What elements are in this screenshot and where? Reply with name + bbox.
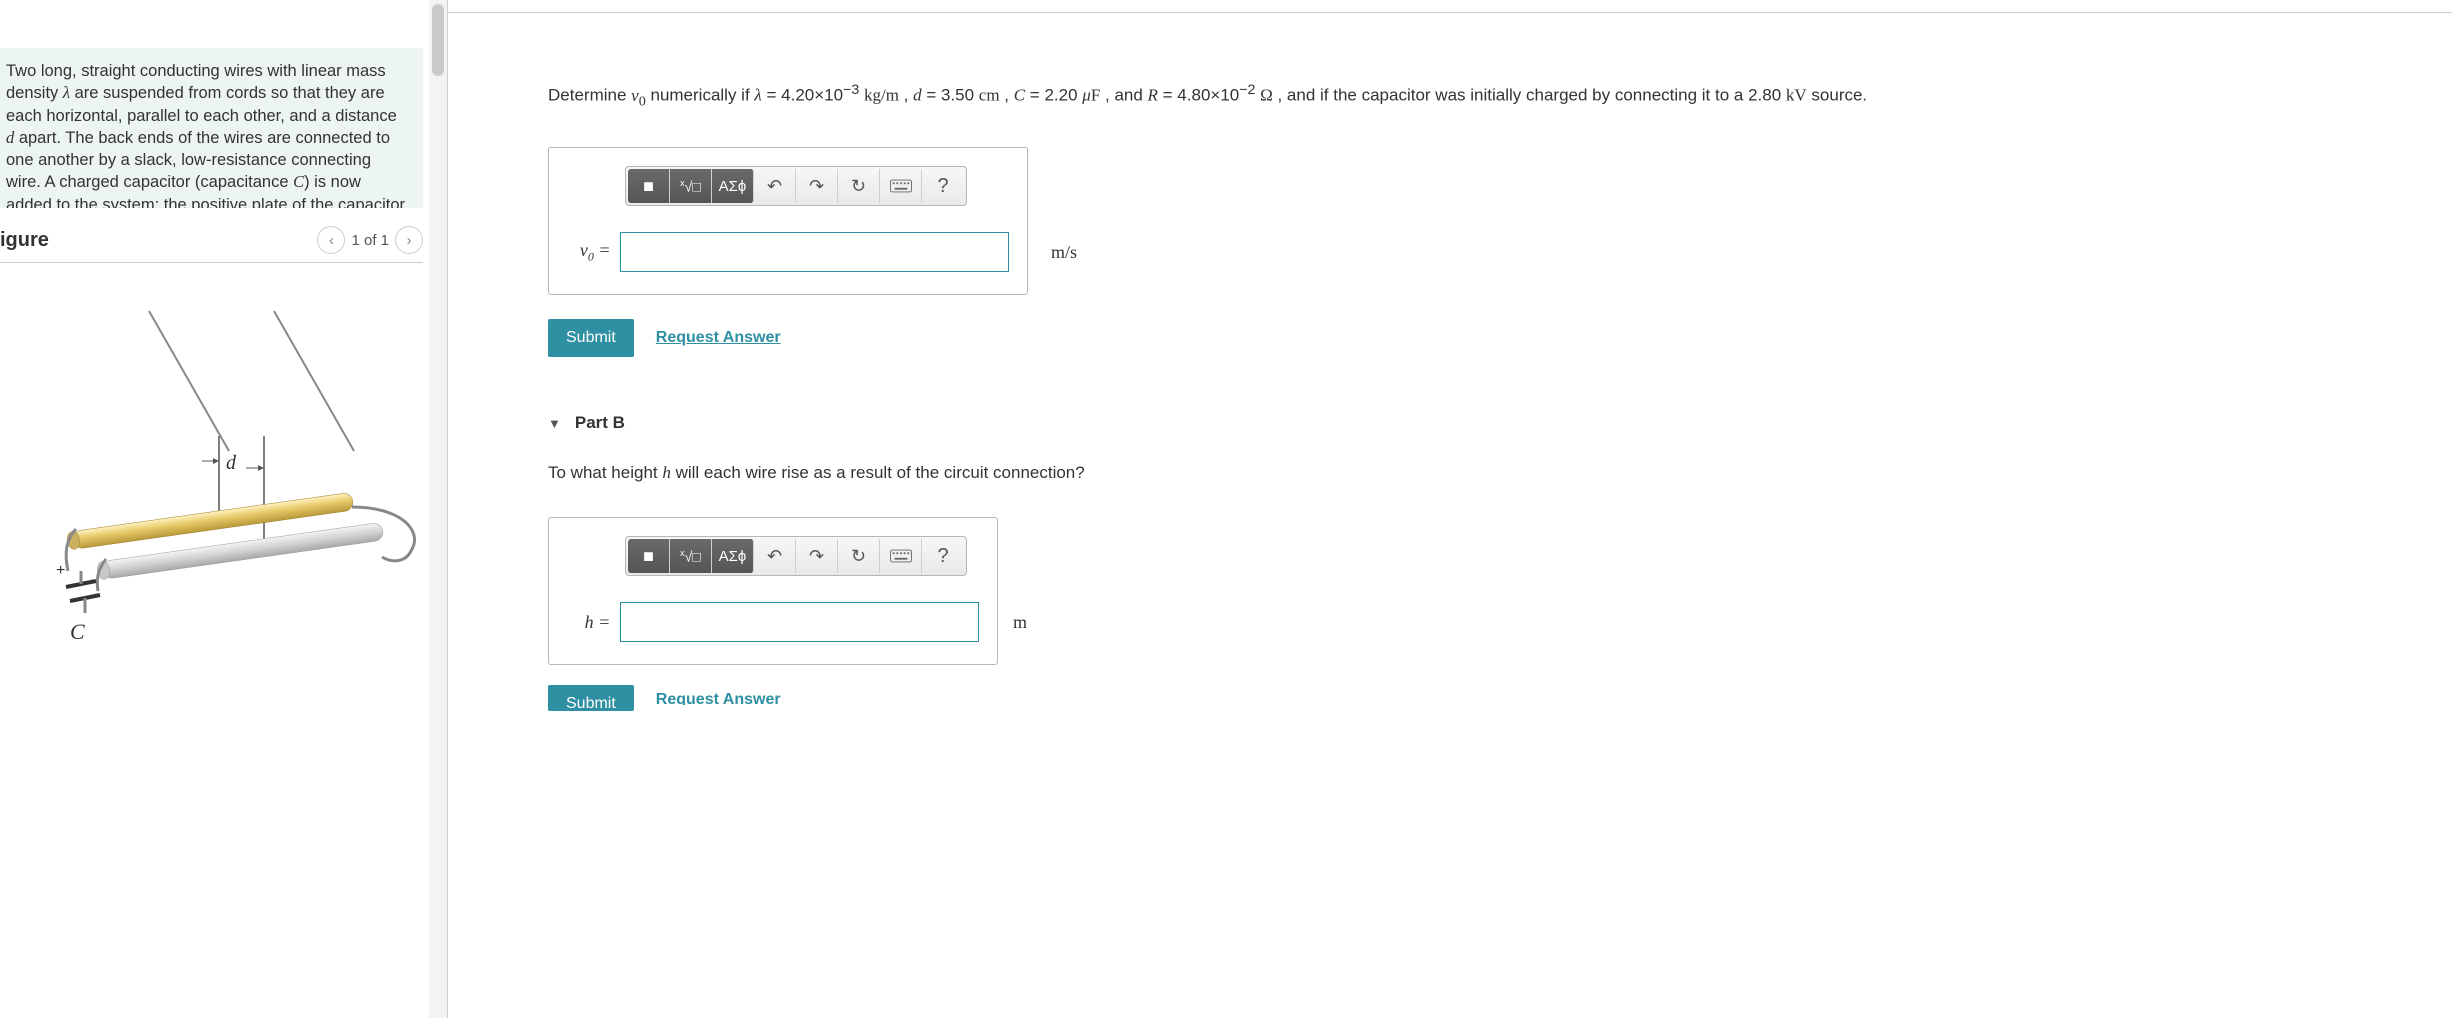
partB-toolbar: ■ x√□ ΑΣϕ ↶ ↷ ↻ ? [625,536,967,576]
top-divider [448,12,2452,13]
keyboard-button[interactable] [880,539,922,573]
partB-request-answer-link[interactable]: Request Answer [656,691,781,705]
figure-label-plus: + [56,562,65,579]
left-scrollbar-thumb[interactable] [432,4,444,76]
redo-button[interactable]: ↷ [796,539,838,573]
templates-button[interactable]: ■ [628,539,670,573]
figure-title: igure [0,229,49,252]
figure-label-d: d [226,452,237,474]
collapse-icon: ▼ [548,416,561,431]
help-button[interactable]: ? [922,539,964,573]
partB-answer-input[interactable] [620,602,979,642]
right-panel: Determine v0 numerically if λ = 4.20×10−… [448,0,2452,1018]
sqrt-button[interactable]: x√□ [670,539,712,573]
figure-label-C: C [70,619,85,644]
partA-answer-box: ■ x√□ ΑΣϕ ↶ ↷ ↻ ? v0 = m/s [548,147,1028,295]
partA-lhs: v0 = [567,240,610,265]
partA-input-row: v0 = [567,232,1009,272]
partB-answer-box: ■ x√□ ΑΣϕ ↶ ↷ ↻ ? h = m [548,517,998,665]
partA-request-answer-link[interactable]: Request Answer [656,329,781,347]
partB-submit-row: Submit Request Answer [548,685,2452,711]
partA-answer-input[interactable] [620,232,1009,272]
partA-submit-button[interactable]: Submit [548,319,634,357]
partA-unit: m/s [1051,242,1077,263]
partA-question: Determine v0 numerically if λ = 4.20×10−… [548,80,2248,113]
partA-toolbar: ■ x√□ ΑΣϕ ↶ ↷ ↻ ? [625,166,967,206]
templates-button[interactable]: ■ [628,169,670,203]
help-button[interactable]: ? [922,169,964,203]
keyboard-button[interactable] [880,169,922,203]
left-panel: Two long, straight conducting wires with… [0,0,448,1018]
reset-button[interactable]: ↻ [838,169,880,203]
left-scrollbar[interactable] [429,0,447,1018]
undo-button[interactable]: ↶ [754,169,796,203]
partA-submit-row: Submit Request Answer [548,319,2452,357]
reset-button[interactable]: ↻ [838,539,880,573]
greek-button[interactable]: ΑΣϕ [712,169,754,203]
greek-button[interactable]: ΑΣϕ [712,539,754,573]
redo-button[interactable]: ↷ [796,169,838,203]
partB-question: To what height h will each wire rise as … [548,463,2452,483]
figure-next-button[interactable]: › [395,226,423,254]
figure-nav-label: 1 of 1 [351,232,389,249]
problem-statement: Two long, straight conducting wires with… [0,48,423,208]
partB-header[interactable]: ▼ Part B [548,413,2452,433]
partB-input-row: h = [567,602,979,642]
undo-button[interactable]: ↶ [754,539,796,573]
sqrt-button[interactable]: x√□ [670,169,712,203]
partB-submit-button[interactable]: Submit [548,685,634,711]
partB-lhs: h = [567,612,610,633]
partB-unit: m [1013,612,1027,633]
figure-prev-button[interactable]: ‹ [317,226,345,254]
partB-title: Part B [575,413,625,433]
figure-diagram: d [0,291,447,661]
figure-header: igure ‹ 1 of 1 › [0,226,423,263]
figure-nav: ‹ 1 of 1 › [317,226,423,254]
